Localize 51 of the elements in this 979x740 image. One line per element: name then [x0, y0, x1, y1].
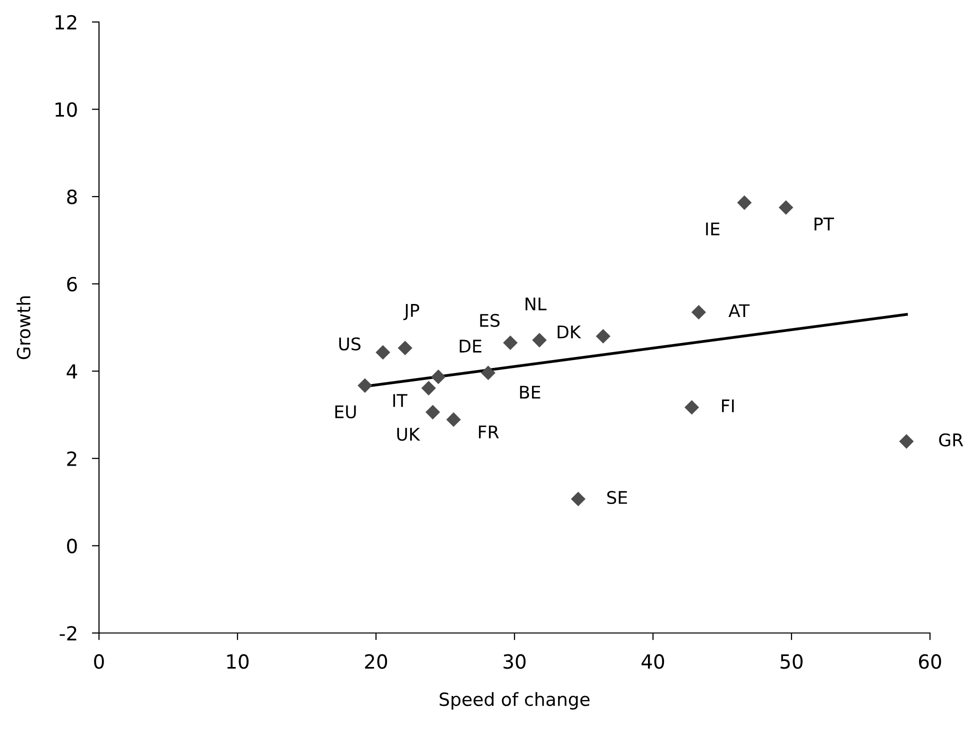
- y-tick-label: 8: [67, 190, 77, 204]
- annotation: DE: [460, 340, 482, 352]
- point: [684, 400, 700, 415]
- point: [426, 404, 440, 420]
- point: [398, 340, 412, 356]
- x-tick-label: 60: [918, 654, 942, 669]
- x-tick-label: 30: [504, 654, 526, 669]
- point: [778, 200, 794, 215]
- x-axis-title: Speed of change: [440, 692, 590, 710]
- point: [691, 304, 706, 320]
- annotation: IT: [393, 394, 408, 407]
- y-tick-label: 10: [56, 102, 77, 117]
- annotation: ES: [480, 314, 500, 327]
- annotation: DK: [558, 326, 582, 338]
- point: [431, 370, 446, 384]
- x-tick-label: 50: [780, 654, 803, 669]
- annotation: NL: [526, 298, 546, 310]
- x-tick-label: 0: [94, 654, 104, 669]
- y-axis-title: Growth: [16, 296, 30, 360]
- annotation: BE: [520, 386, 540, 399]
- point: [358, 378, 372, 393]
- y-tick-label: 12: [56, 14, 76, 30]
- annotation: GR: [939, 433, 964, 446]
- y-tick-label: 2: [67, 451, 76, 466]
- annotation: FI: [722, 400, 734, 412]
- x-tick-label: 40: [642, 654, 664, 669]
- point: [570, 492, 586, 506]
- y-tick-label: 4: [66, 364, 78, 379]
- point: [899, 434, 914, 449]
- x-tick-label: 20: [365, 654, 388, 669]
- point: [503, 335, 518, 350]
- annotation: AT: [728, 304, 750, 318]
- annotation: JP: [403, 304, 420, 320]
- y-tick-label: 0: [67, 538, 77, 554]
- point: [376, 345, 390, 360]
- annotation: PT: [814, 218, 834, 230]
- point: [480, 366, 496, 380]
- x-tick-label: 10: [227, 654, 249, 669]
- annotation: SE: [607, 490, 627, 504]
- annotation: UK: [397, 428, 420, 441]
- annotation: US: [339, 337, 360, 350]
- point: [532, 332, 547, 348]
- point: [596, 328, 610, 344]
- annotation: IE: [706, 222, 720, 236]
- y-tick-label: 6: [67, 276, 77, 292]
- point: [737, 195, 752, 210]
- y-tick-label: -2: [60, 626, 76, 640]
- annotation: EU: [335, 405, 356, 418]
- annotation: FR: [478, 426, 499, 438]
- point: [421, 380, 436, 396]
- point: [446, 412, 461, 427]
